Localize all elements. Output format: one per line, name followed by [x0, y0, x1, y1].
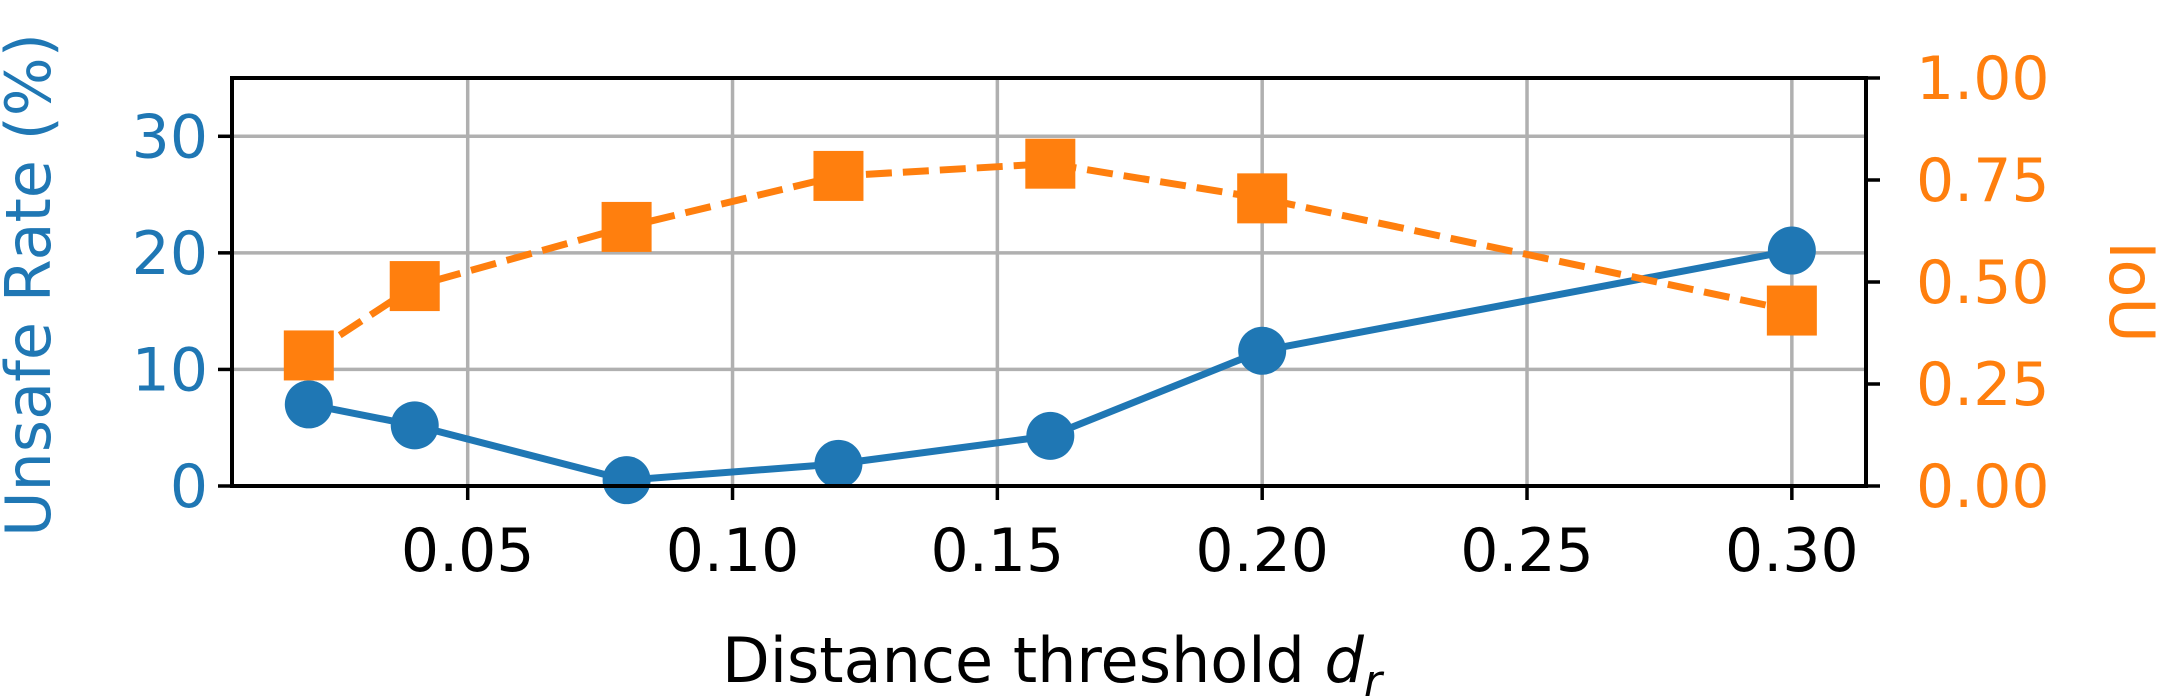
- iou-point: [1237, 173, 1288, 224]
- y-left-tick-label: 10: [132, 335, 208, 405]
- iou-point: [1766, 285, 1817, 336]
- y-right-tick-label: 1.00: [1916, 44, 2050, 114]
- y-right-tick-label: 0.50: [1916, 248, 2050, 318]
- x-axis-title: Distance threshold dr: [722, 624, 1385, 697]
- y-axis-left-title: Unsafe Rate (%): [0, 33, 65, 537]
- x-tick-label: 0.15: [931, 516, 1065, 586]
- y-left-tick-label: 30: [132, 102, 208, 172]
- x-tick-label: 0.20: [1195, 516, 1329, 586]
- iou-point: [813, 150, 864, 201]
- x-axis-title-text: Distance threshold: [722, 624, 1325, 697]
- axes-layer: [218, 76, 1880, 500]
- iou-point: [283, 330, 334, 381]
- x-tick-label: 0.30: [1725, 516, 1859, 586]
- y-left-tick-label: 0: [170, 452, 208, 522]
- x-axis-title-subscript: r: [1364, 656, 1385, 697]
- tick-labels: 0.05 0.10 0.15 0.20 0.25 0.30 0 10 20 30 0.00 0.25 0…: [132, 44, 2050, 586]
- y-left-tick-label: 20: [132, 219, 208, 289]
- x-tick-label: 0.10: [666, 516, 800, 586]
- plot-frame: [230, 76, 1868, 488]
- iou-point: [601, 201, 652, 252]
- y-right-tick-label: 0.00: [1916, 452, 2050, 522]
- unsafe-rate-point: [284, 380, 333, 429]
- x-tick-label: 0.25: [1460, 516, 1594, 586]
- unsafe-rate-point: [1026, 411, 1075, 460]
- x-tick-label: 0.05: [401, 516, 535, 586]
- y-right-tick-label: 0.25: [1916, 350, 2050, 420]
- unsafe-rate-point: [390, 401, 439, 450]
- series-layer: [283, 138, 1817, 505]
- unsafe-rate-point: [1767, 226, 1816, 275]
- grid-lines: [232, 78, 1866, 486]
- iou-point: [1025, 138, 1076, 189]
- y-right-tick-label: 0.75: [1916, 146, 2050, 216]
- iou-point: [389, 261, 440, 312]
- unsafe-rate-point: [602, 456, 651, 505]
- unsafe-rate-point: [814, 439, 863, 488]
- iou-series-line: [306, 160, 1793, 359]
- y-axis-right-title: IoU: [2095, 241, 2162, 343]
- unsafe-rate-point: [1238, 326, 1287, 375]
- x-axis-title-variable: d: [1325, 624, 1365, 697]
